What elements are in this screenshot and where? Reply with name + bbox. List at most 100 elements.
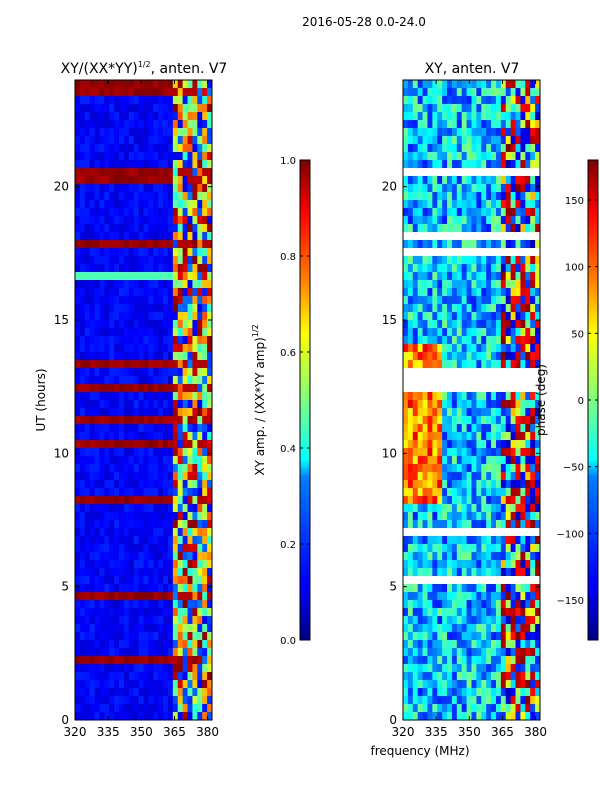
heatmap-cell [510,512,516,521]
heatmap-cell [407,672,414,681]
heatmap-cell [535,88,541,97]
heatmap-cell [167,576,174,585]
heatmap-cell [192,296,198,305]
heatmap-cell [471,304,477,313]
heatmap-cell [481,528,487,537]
heatmap-cell [187,160,193,169]
heatmap-cell [403,288,409,297]
heatmap-cell [437,376,443,385]
heatmap-cell [466,552,472,561]
heatmap-cell [495,304,502,313]
heatmap-cell [407,464,414,473]
heatmap-cell [79,216,86,225]
heatmap-cell [119,440,125,449]
heatmap-cell [515,112,521,121]
heatmap-cell [451,104,458,113]
heatmap-cell [158,440,164,449]
heatmap-cell [128,224,135,233]
heatmap-cell [417,112,423,121]
heatmap-cell [530,592,536,601]
heatmap-cell [515,280,521,289]
heatmap-cell [167,152,174,161]
heatmap-cell [535,264,541,273]
heatmap-cell [530,624,536,633]
heatmap-cell [412,320,419,329]
heatmap-cell [476,448,482,457]
heatmap-cell [153,448,159,457]
heatmap-cell [148,408,154,417]
heatmap-cell [437,80,443,89]
heatmap-cell [432,584,438,593]
heatmap-cell [94,88,100,97]
heatmap-cell [432,464,438,473]
heatmap-cell [456,216,463,225]
heatmap-cell [515,400,521,409]
heatmap-cell [197,592,203,601]
heatmap-cell [172,616,179,625]
heatmap-cell [466,136,472,145]
heatmap-cell [456,592,463,601]
heatmap-cell [143,696,149,705]
heatmap-cell [471,184,477,193]
heatmap-cell [451,552,458,561]
heatmap-cell [456,648,463,657]
heatmap-cell [407,520,414,529]
heatmap-cell [207,392,213,401]
heatmap-cell [172,536,179,545]
heatmap-cell [447,680,453,689]
heatmap-cell [481,696,487,705]
heatmap-cell [451,280,458,289]
heatmap-cell [104,80,110,89]
heatmap-cell [89,376,95,385]
heatmap-cell [417,584,423,593]
heatmap-cell [123,240,130,249]
heatmap-cell [109,376,115,385]
heatmap-cell [163,96,169,105]
heatmap-cell [109,88,115,97]
heatmap-cell [510,280,516,289]
heatmap-cell [119,184,125,193]
heatmap-cell [143,576,149,585]
heatmap-cell [202,608,208,617]
heatmap-cell [422,88,428,97]
heatmap-cell [104,688,110,697]
heatmap-cell [133,264,139,273]
heatmap-cell [75,88,81,97]
heatmap-cell [133,344,139,353]
heatmap-cell [94,448,100,457]
heatmap-cell [167,352,174,361]
heatmap-cell [89,464,95,473]
heatmap-row [75,176,213,185]
heatmap-cell [172,152,179,161]
heatmap-cell [437,120,443,129]
heatmap-cell [491,160,497,169]
heatmap-cell [525,488,531,497]
colorbar-tick-label: 0.2 [280,540,296,551]
heatmap-cell [158,184,164,193]
heatmap-cell [417,512,423,521]
heatmap-cell [486,336,492,345]
heatmap-cell [172,456,179,465]
heatmap-cell [133,672,139,681]
heatmap-cell [138,552,144,561]
heatmap-cell [530,88,536,97]
heatmap-cell [466,88,472,97]
heatmap-cell [520,272,526,281]
heatmap-cell [407,712,414,721]
heatmap-cell [520,176,526,185]
heatmap-cell [447,472,453,481]
heatmap-cell [119,704,125,713]
heatmap-cell [202,528,208,537]
heatmap-cell [461,536,467,545]
heatmap-cell [177,504,184,513]
heatmap-cell [143,624,149,633]
heatmap-cell [148,696,154,705]
heatmap-cell [442,344,448,353]
heatmap-cell [505,192,512,201]
heatmap-cell [505,592,512,601]
heatmap-cell [437,648,443,657]
heatmap-cell [510,440,516,449]
heatmap-cell [187,184,193,193]
heatmap-cell [471,160,477,169]
